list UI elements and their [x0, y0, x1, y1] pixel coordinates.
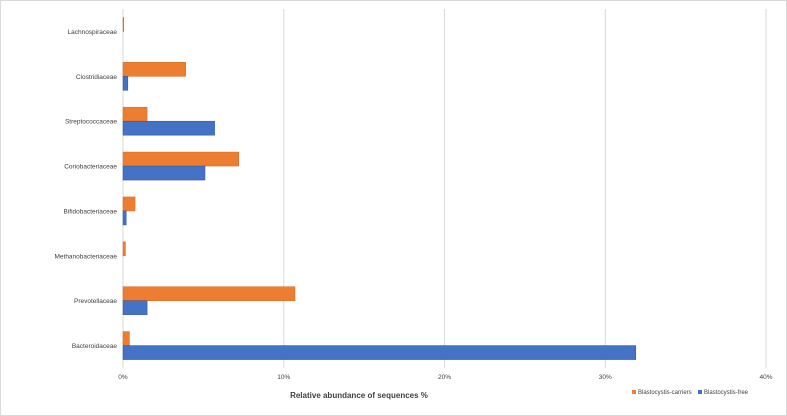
- x-axis-title: Relative abundance of sequences %: [290, 391, 428, 400]
- bar-carriers: [122, 151, 239, 167]
- bar-carriers: [122, 62, 186, 77]
- bar-free: [122, 300, 148, 315]
- gridlines: [122, 9, 767, 368]
- bar-carriers: [122, 241, 126, 257]
- x-tick-label: 20%: [438, 374, 451, 381]
- category-label: Methanobacteriaceae: [54, 253, 117, 260]
- bar-carriers: [122, 331, 130, 346]
- x-tick-labels: 0% 10% 20% 30% 40%: [118, 374, 772, 381]
- category-label: Streptococcaceae: [65, 119, 117, 126]
- category-label: Prevotellaceae: [74, 298, 117, 305]
- bar-carriers: [122, 17, 125, 32]
- category-label: Lachnospiraceae: [67, 29, 117, 36]
- bar-carriers: [122, 106, 148, 122]
- bar-free: [122, 210, 127, 226]
- legend-label-carriers: Blastocystis-carriers: [638, 390, 692, 396]
- bar-free: [122, 120, 215, 136]
- category-labels: Bacteroidaceae Prevotellaceae Methanobacte…: [54, 29, 117, 350]
- bar-free: [122, 76, 129, 91]
- bar-free: [122, 345, 637, 360]
- x-tick-label: 40%: [759, 374, 772, 381]
- legend-swatch-free: [698, 390, 702, 394]
- category-label: Coriobacteriaceae: [64, 164, 117, 171]
- bar-free: [122, 165, 206, 181]
- x-tick-label: 10%: [277, 374, 290, 381]
- x-tick-label: 30%: [599, 374, 612, 381]
- bar-carriers: [122, 196, 136, 212]
- category-label: Clostridiaceae: [76, 74, 118, 81]
- bar-carriers: [122, 286, 296, 301]
- legend: Blastocystis-carriers Blastocystis-free: [632, 390, 749, 396]
- x-tick-label: 0%: [118, 374, 128, 381]
- legend-label-free: Blastocystis-free: [704, 390, 749, 396]
- category-label: Bifidobacteriaceae: [64, 208, 118, 215]
- category-label: Bacteroidaceae: [72, 343, 118, 350]
- legend-swatch-carriers: [632, 390, 636, 394]
- bars: [122, 17, 637, 360]
